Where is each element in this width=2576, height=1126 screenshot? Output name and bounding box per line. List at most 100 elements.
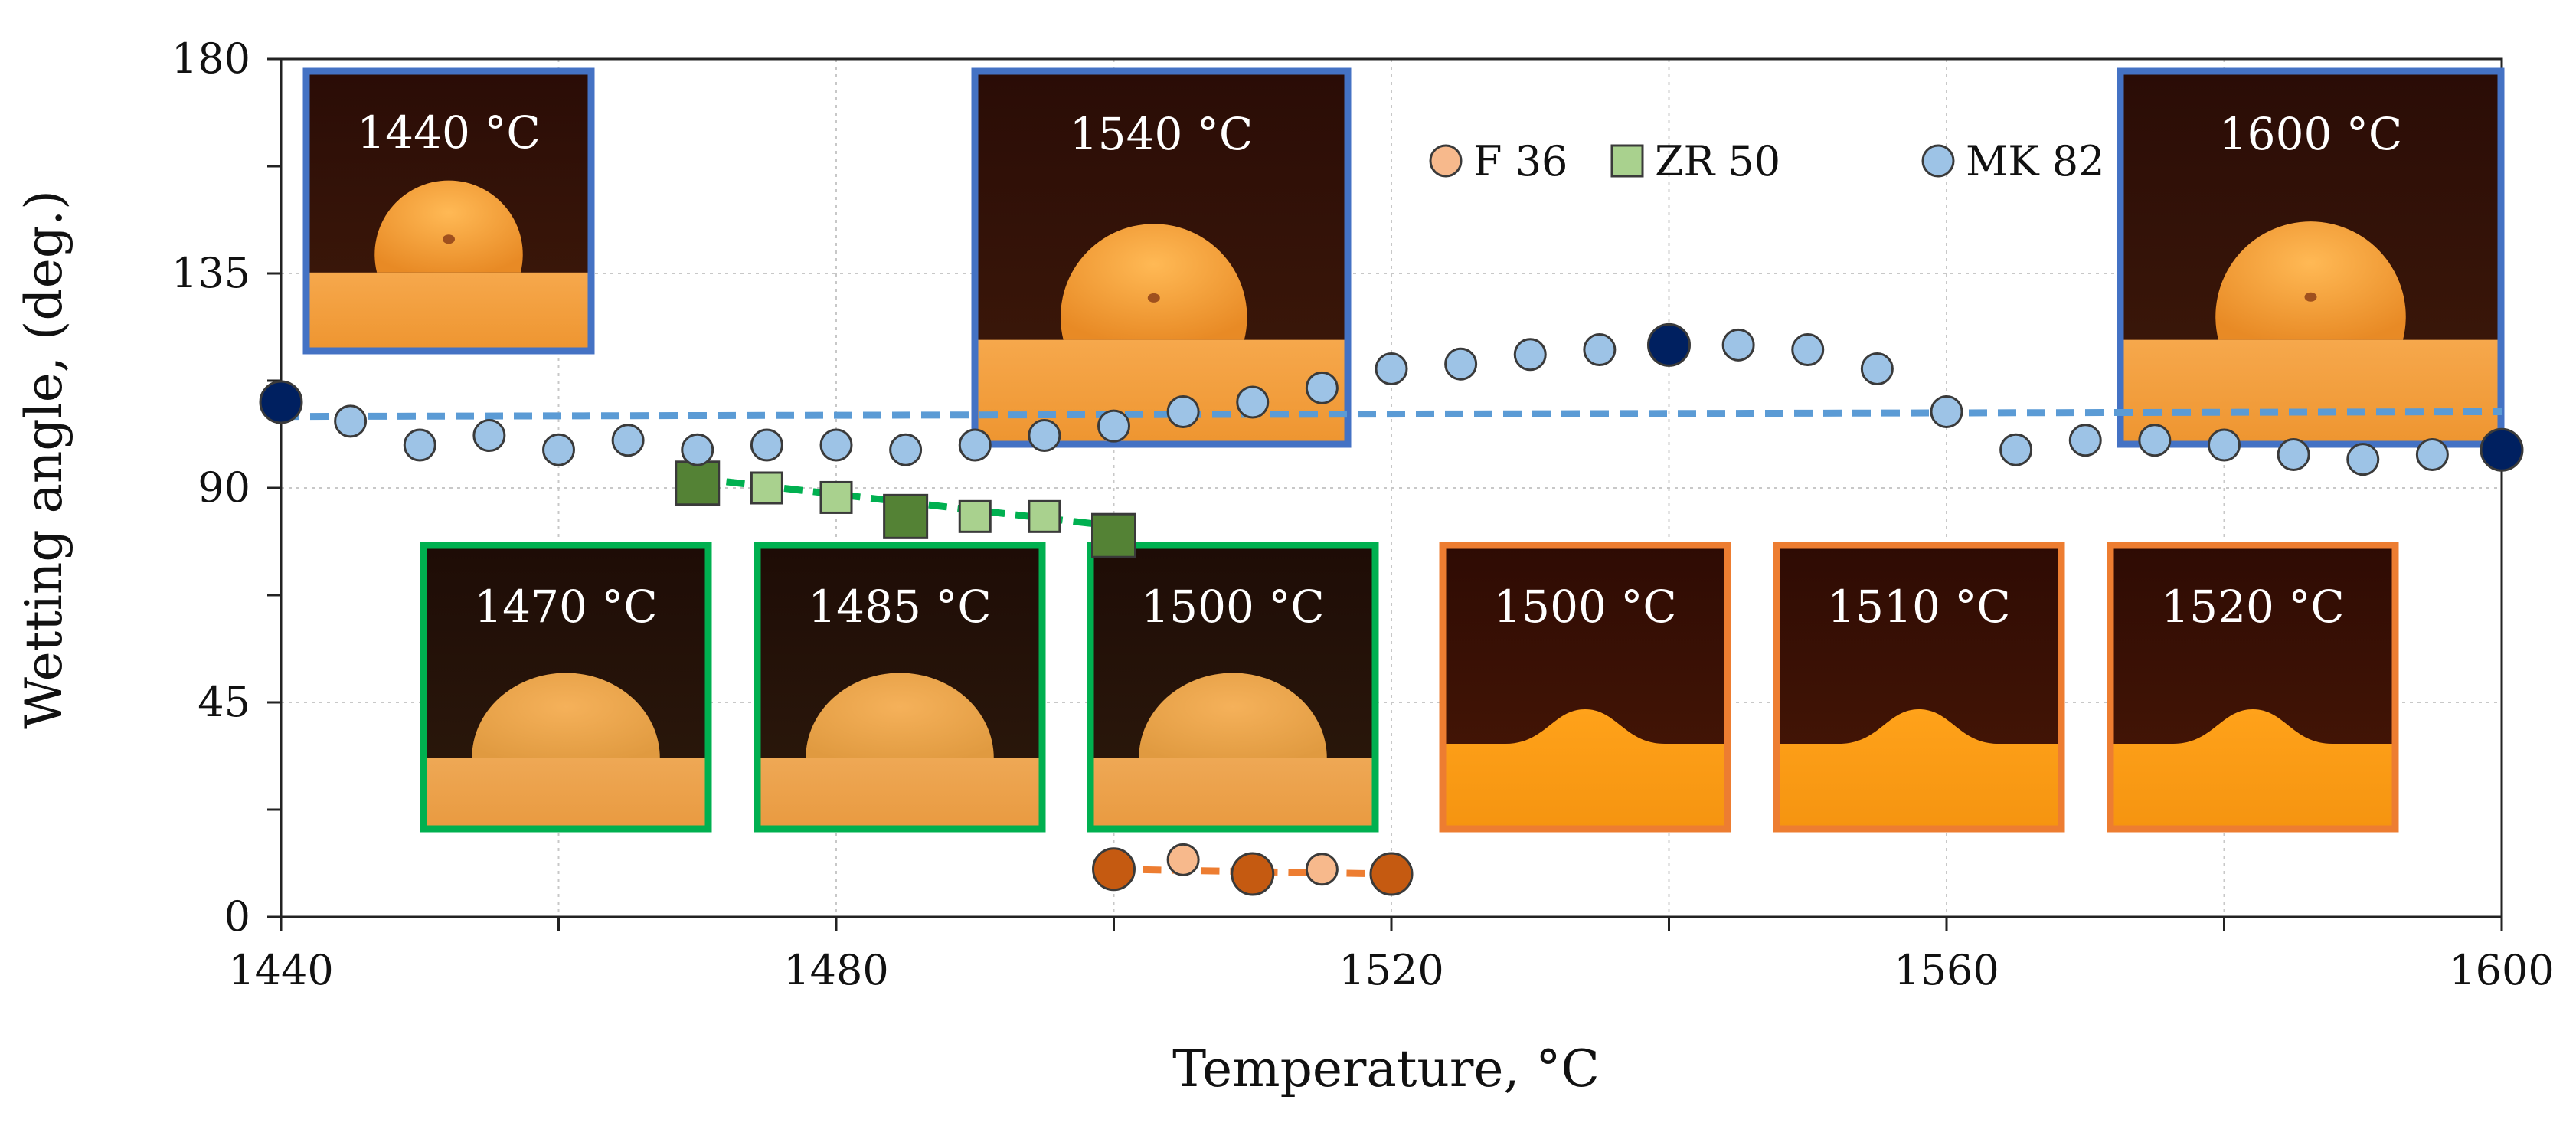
inset-photo-3: 1600 °C (2117, 67, 2505, 448)
legend: F 36 ZR 50 MK 82 (1429, 137, 2105, 185)
data-point (611, 424, 645, 457)
data-point (1236, 385, 1270, 419)
legend-label: F 36 (1473, 137, 1568, 185)
y-tick-label: 90 (198, 463, 250, 512)
data-point (1860, 352, 1894, 385)
data-point (1369, 852, 1414, 896)
data-point (1513, 338, 1547, 372)
inset-photo-4: 1470 °C (420, 542, 712, 833)
inset-photo-2: 1540 °C (971, 67, 1352, 448)
data-point (2480, 427, 2524, 472)
y-tick-label: 180 (172, 34, 250, 83)
data-point (958, 428, 992, 462)
legend-label: MK 82 (1966, 137, 2105, 185)
data-point (750, 471, 783, 505)
inset-frame (420, 542, 712, 833)
inset-label: 1500 °C (1493, 581, 1676, 633)
substrate-with-droplet (1777, 709, 2061, 829)
data-point (1231, 852, 1275, 896)
inset-photo-9: 1520 °C (2107, 542, 2399, 833)
data-point (958, 499, 992, 533)
droplet-shape (472, 673, 660, 758)
data-point (819, 428, 853, 462)
inset-label: 1600 °C (2219, 108, 2402, 160)
data-point (259, 380, 303, 424)
legend-marker (1429, 144, 1463, 178)
data-point (1375, 352, 1408, 385)
substrate-shape (757, 758, 1042, 829)
droplet-shape (806, 673, 994, 758)
inset-frame (1773, 542, 2065, 833)
data-point (2138, 424, 2172, 457)
droplet-spot (443, 234, 455, 244)
inset-frame (754, 542, 1046, 833)
data-point (1092, 847, 1136, 892)
inset-photo-7: 1500 °C (1439, 542, 1731, 833)
droplet-spot (2304, 292, 2317, 302)
inset-photo-5: 1485 °C (754, 542, 1046, 833)
substrate-with-droplet (1443, 709, 1728, 829)
photo-insets: 1440 °C 1540 °C 1600 °C 1470 °C 1485 °C 1500 … (302, 67, 2505, 833)
trend-line-f-36 (1113, 866, 1392, 878)
data-point (819, 480, 853, 514)
inset-label: 1440 °C (357, 106, 540, 159)
droplet-shape (1139, 673, 1327, 758)
data-point (1166, 843, 1200, 876)
x-axis-title: Temperature, °C (1172, 1039, 1600, 1098)
data-point (1028, 419, 1061, 453)
inset-frame (1087, 542, 1379, 833)
inset-label: 1510 °C (1827, 581, 2010, 633)
data-point (1305, 371, 1339, 404)
data-point (2277, 437, 2310, 471)
trend-line-mk-82 (280, 408, 2502, 421)
y-axis-title: Wetting angle, (deg.) (15, 190, 74, 729)
inset-label: 1500 °C (1141, 581, 1324, 633)
data-point (1930, 394, 1963, 428)
inset-frame (2107, 542, 2399, 833)
data-point (472, 419, 506, 453)
droplet-spot (1147, 293, 1160, 303)
x-tick-label: 1480 (783, 946, 888, 994)
y-tick-label: 45 (198, 678, 250, 726)
inset-label: 1520 °C (2161, 581, 2344, 633)
data-point (1028, 499, 1061, 533)
data-point (681, 433, 714, 466)
data-point (1583, 333, 1617, 367)
data-point (1721, 328, 1755, 362)
data-point (675, 460, 721, 506)
inset-label: 1540 °C (1070, 108, 1253, 160)
x-tick-label: 1440 (228, 946, 333, 994)
legend-marker (1610, 144, 1644, 178)
data-point (403, 428, 436, 462)
substrate-shape (2120, 339, 2501, 444)
substrate-shape (306, 272, 591, 351)
data-point (1166, 394, 1200, 428)
data-point (2346, 443, 2380, 476)
data-points (259, 322, 2524, 896)
data-point (1091, 512, 1136, 558)
legend-marker (1921, 144, 1955, 178)
droplet-shape (2215, 221, 2406, 340)
inset-photo-1: 1440 °C (302, 67, 595, 355)
axes: 1440 1480 1520 1560 1600 0 45 90 135 180 (172, 34, 2555, 994)
legend-label: ZR 50 (1655, 137, 1780, 185)
substrate-with-droplet (2110, 709, 2395, 829)
x-tick-label: 1520 (1339, 946, 1443, 994)
inset-label: 1470 °C (474, 581, 657, 633)
x-tick-label: 1560 (1894, 946, 1999, 994)
substrate-shape (423, 758, 708, 829)
x-tick-label: 1600 (2449, 946, 2554, 994)
inset-frame (302, 67, 595, 355)
data-point (1647, 322, 1691, 367)
data-point (750, 428, 783, 462)
data-point (542, 433, 575, 466)
inset-photo-8: 1510 °C (1773, 542, 2065, 833)
inset-frame (971, 67, 1352, 448)
data-point (2415, 437, 2449, 471)
y-tick-label: 135 (172, 249, 250, 297)
data-point (1097, 409, 1130, 443)
inset-label: 1485 °C (808, 581, 991, 633)
inset-frame (1439, 542, 1731, 833)
data-point (1444, 347, 1478, 381)
